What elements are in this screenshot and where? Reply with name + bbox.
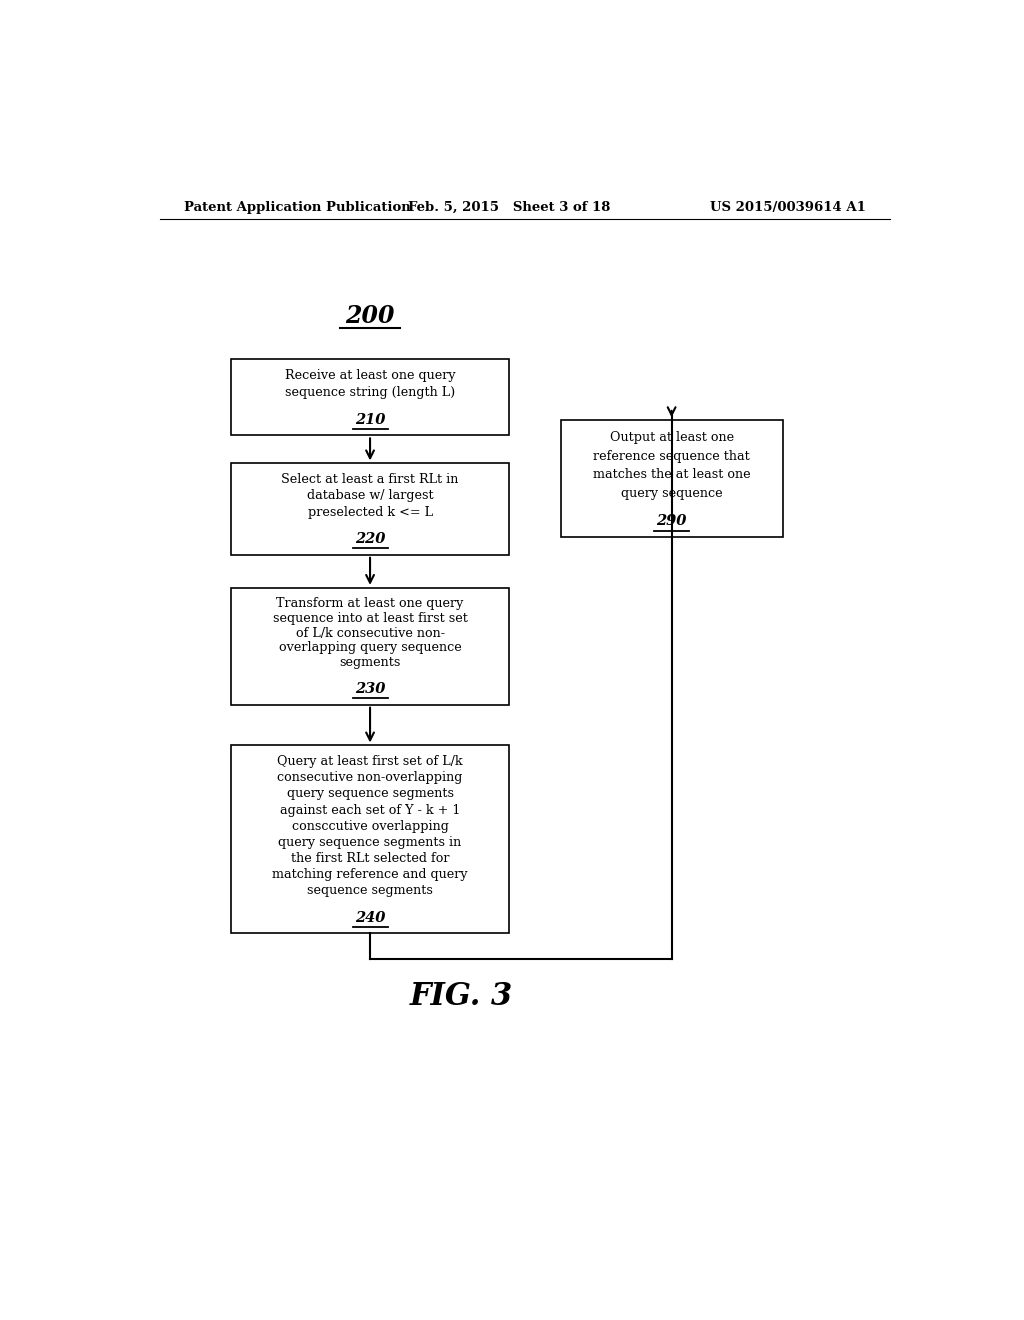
Text: Receive at least one query: Receive at least one query — [285, 370, 456, 383]
FancyBboxPatch shape — [231, 587, 509, 705]
Text: overlapping query sequence: overlapping query sequence — [279, 642, 462, 655]
FancyBboxPatch shape — [560, 420, 782, 537]
Text: sequence into at least first set: sequence into at least first set — [272, 611, 468, 624]
Text: database w/ largest: database w/ largest — [307, 490, 433, 503]
Text: sequence string (length L): sequence string (length L) — [285, 385, 456, 399]
Text: against each set of Y - k + 1: against each set of Y - k + 1 — [280, 804, 460, 817]
Text: matching reference and query: matching reference and query — [272, 869, 468, 882]
Text: consccutive overlapping: consccutive overlapping — [292, 820, 449, 833]
Text: query sequence segments in: query sequence segments in — [279, 836, 462, 849]
Text: Select at least a first RLt in: Select at least a first RLt in — [282, 473, 459, 486]
Text: 290: 290 — [656, 515, 687, 528]
Text: 200: 200 — [345, 304, 395, 327]
Text: of L/k consecutive non-: of L/k consecutive non- — [296, 627, 444, 640]
Text: query sequence segments: query sequence segments — [287, 787, 454, 800]
Text: Query at least first set of L/k: Query at least first set of L/k — [278, 755, 463, 768]
Text: US 2015/0039614 A1: US 2015/0039614 A1 — [711, 201, 866, 214]
Text: matches the at least one: matches the at least one — [593, 469, 751, 480]
Text: sequence segments: sequence segments — [307, 884, 433, 898]
Text: Patent Application Publication: Patent Application Publication — [183, 201, 411, 214]
Text: Output at least one: Output at least one — [609, 432, 733, 444]
Text: query sequence: query sequence — [621, 487, 722, 500]
FancyBboxPatch shape — [231, 359, 509, 436]
Text: 240: 240 — [355, 911, 385, 925]
Text: 220: 220 — [355, 532, 385, 546]
Text: 230: 230 — [355, 682, 385, 696]
Text: reference sequence that: reference sequence that — [593, 450, 750, 462]
Text: consecutive non-overlapping: consecutive non-overlapping — [278, 771, 463, 784]
Text: Transform at least one query: Transform at least one query — [276, 597, 464, 610]
Text: FIG. 3: FIG. 3 — [410, 982, 513, 1012]
Text: 210: 210 — [355, 413, 385, 426]
Text: segments: segments — [339, 656, 400, 669]
Text: the first RLt selected for: the first RLt selected for — [291, 851, 450, 865]
Text: Feb. 5, 2015   Sheet 3 of 18: Feb. 5, 2015 Sheet 3 of 18 — [408, 201, 610, 214]
FancyBboxPatch shape — [231, 746, 509, 933]
FancyBboxPatch shape — [231, 463, 509, 554]
Text: preselected k <= L: preselected k <= L — [307, 506, 432, 519]
